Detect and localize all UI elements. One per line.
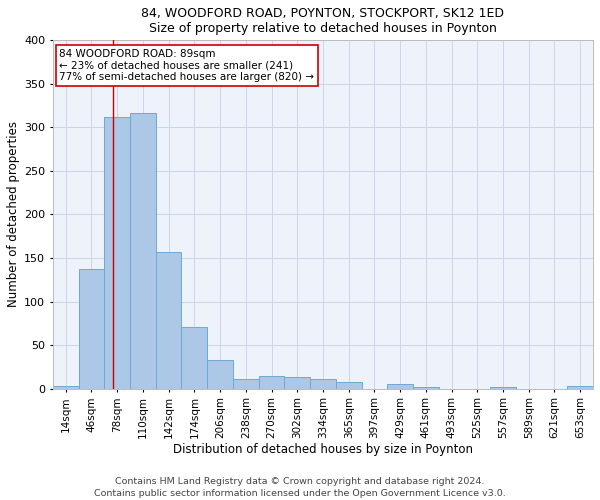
Bar: [156, 252, 181, 388]
Bar: [413, 387, 439, 388]
Bar: [259, 376, 284, 388]
Bar: [284, 378, 310, 388]
Title: 84, WOODFORD ROAD, POYNTON, STOCKPORT, SK12 1ED
Size of property relative to det: 84, WOODFORD ROAD, POYNTON, STOCKPORT, S…: [142, 7, 505, 35]
Bar: [207, 360, 233, 388]
Text: 84 WOODFORD ROAD: 89sqm
← 23% of detached houses are smaller (241)
77% of semi-d: 84 WOODFORD ROAD: 89sqm ← 23% of detache…: [59, 49, 314, 82]
Bar: [79, 270, 104, 388]
Bar: [490, 387, 516, 388]
Y-axis label: Number of detached properties: Number of detached properties: [7, 122, 20, 308]
Bar: [336, 382, 362, 388]
Text: Contains HM Land Registry data © Crown copyright and database right 2024.
Contai: Contains HM Land Registry data © Crown c…: [94, 476, 506, 498]
Bar: [310, 379, 336, 388]
Bar: [130, 112, 156, 388]
Bar: [568, 386, 593, 388]
Bar: [104, 117, 130, 388]
X-axis label: Distribution of detached houses by size in Poynton: Distribution of detached houses by size …: [173, 442, 473, 456]
Bar: [387, 384, 413, 388]
Bar: [233, 379, 259, 388]
Bar: [181, 327, 207, 388]
Bar: [53, 386, 79, 388]
